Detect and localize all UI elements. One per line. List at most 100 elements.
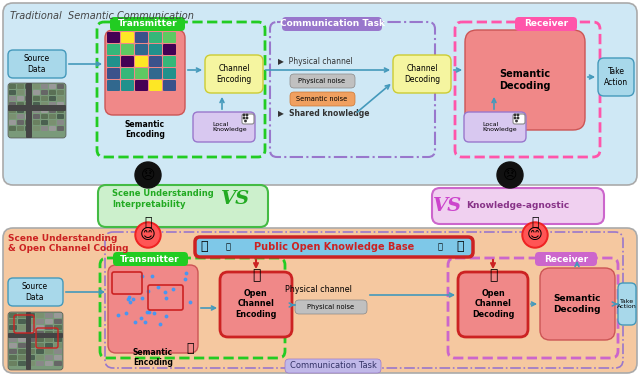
FancyBboxPatch shape <box>121 44 134 55</box>
FancyBboxPatch shape <box>26 83 32 138</box>
FancyBboxPatch shape <box>18 319 26 324</box>
FancyBboxPatch shape <box>54 325 62 330</box>
Circle shape <box>246 114 248 116</box>
FancyBboxPatch shape <box>25 114 32 119</box>
Text: 🔥: 🔥 <box>186 342 194 354</box>
FancyBboxPatch shape <box>33 126 40 131</box>
FancyBboxPatch shape <box>18 361 26 366</box>
FancyBboxPatch shape <box>25 126 32 131</box>
FancyBboxPatch shape <box>163 44 176 55</box>
Text: Physical noise: Physical noise <box>307 304 355 310</box>
FancyBboxPatch shape <box>163 56 176 67</box>
FancyBboxPatch shape <box>41 108 48 113</box>
FancyBboxPatch shape <box>36 325 44 330</box>
Text: Local
Knowledge: Local Knowledge <box>212 122 246 132</box>
Text: Semantic
Encoding: Semantic Encoding <box>125 120 165 140</box>
FancyBboxPatch shape <box>18 343 26 348</box>
FancyBboxPatch shape <box>17 114 24 119</box>
Circle shape <box>515 117 516 119</box>
Circle shape <box>516 120 517 122</box>
FancyBboxPatch shape <box>98 185 268 227</box>
FancyBboxPatch shape <box>282 17 382 31</box>
Text: Open
Channel
Decoding: Open Channel Decoding <box>472 289 514 319</box>
FancyBboxPatch shape <box>163 80 176 91</box>
Text: Semantic
Decoding: Semantic Decoding <box>499 69 551 91</box>
FancyBboxPatch shape <box>135 80 148 91</box>
FancyBboxPatch shape <box>135 56 148 67</box>
FancyBboxPatch shape <box>9 325 17 330</box>
FancyBboxPatch shape <box>33 102 40 107</box>
FancyBboxPatch shape <box>107 68 120 79</box>
Text: 🔥: 🔥 <box>456 240 464 254</box>
FancyBboxPatch shape <box>27 337 35 342</box>
FancyBboxPatch shape <box>535 252 597 266</box>
FancyBboxPatch shape <box>149 44 162 55</box>
FancyBboxPatch shape <box>149 80 162 91</box>
FancyBboxPatch shape <box>149 68 162 79</box>
FancyBboxPatch shape <box>458 272 528 337</box>
FancyBboxPatch shape <box>295 300 367 314</box>
FancyBboxPatch shape <box>49 102 56 107</box>
FancyBboxPatch shape <box>17 90 24 95</box>
FancyBboxPatch shape <box>540 268 615 340</box>
FancyBboxPatch shape <box>18 331 26 336</box>
FancyBboxPatch shape <box>49 114 56 119</box>
FancyBboxPatch shape <box>290 74 355 88</box>
Text: Scene Understanding
& Open Channel Coding: Scene Understanding & Open Channel Codin… <box>8 234 129 254</box>
FancyBboxPatch shape <box>8 278 63 306</box>
FancyBboxPatch shape <box>54 313 62 318</box>
Text: 👑: 👑 <box>531 216 539 229</box>
FancyBboxPatch shape <box>8 50 66 78</box>
Circle shape <box>497 162 523 188</box>
FancyBboxPatch shape <box>135 32 148 43</box>
FancyBboxPatch shape <box>41 90 48 95</box>
FancyBboxPatch shape <box>41 120 48 125</box>
FancyBboxPatch shape <box>25 102 32 107</box>
FancyBboxPatch shape <box>107 32 120 43</box>
Text: VS: VS <box>221 190 251 208</box>
Text: Semantic
Encoding: Semantic Encoding <box>133 348 173 368</box>
FancyBboxPatch shape <box>290 92 355 106</box>
FancyBboxPatch shape <box>27 361 35 366</box>
FancyBboxPatch shape <box>54 349 62 354</box>
FancyBboxPatch shape <box>27 313 35 318</box>
FancyBboxPatch shape <box>45 355 53 360</box>
FancyBboxPatch shape <box>513 114 525 124</box>
FancyBboxPatch shape <box>49 84 56 89</box>
Text: Local
Knowledge: Local Knowledge <box>482 122 516 132</box>
FancyBboxPatch shape <box>18 325 26 330</box>
Circle shape <box>135 162 161 188</box>
FancyBboxPatch shape <box>149 32 162 43</box>
Text: Take
Action: Take Action <box>617 298 637 309</box>
FancyBboxPatch shape <box>107 44 120 55</box>
FancyBboxPatch shape <box>36 337 44 342</box>
FancyBboxPatch shape <box>27 319 35 324</box>
FancyBboxPatch shape <box>108 265 198 353</box>
FancyBboxPatch shape <box>9 102 16 107</box>
FancyBboxPatch shape <box>121 32 134 43</box>
Circle shape <box>517 117 518 119</box>
Text: Channel
Encoding: Channel Encoding <box>216 64 252 84</box>
FancyBboxPatch shape <box>45 343 53 348</box>
Text: Physical noise: Physical noise <box>298 78 346 84</box>
FancyBboxPatch shape <box>432 188 604 224</box>
FancyBboxPatch shape <box>18 355 26 360</box>
FancyBboxPatch shape <box>121 80 134 91</box>
Text: ▶  Physical channel: ▶ Physical channel <box>278 57 353 66</box>
FancyBboxPatch shape <box>41 84 48 89</box>
Text: Take
Action: Take Action <box>604 67 628 87</box>
FancyBboxPatch shape <box>41 126 48 131</box>
Text: 👑: 👑 <box>144 216 152 229</box>
FancyBboxPatch shape <box>57 96 64 101</box>
FancyBboxPatch shape <box>193 112 255 142</box>
FancyBboxPatch shape <box>121 56 134 67</box>
Text: 😞: 😞 <box>141 168 156 182</box>
FancyBboxPatch shape <box>41 96 48 101</box>
FancyBboxPatch shape <box>242 114 254 124</box>
Text: 😊: 😊 <box>527 228 543 243</box>
FancyBboxPatch shape <box>9 126 16 131</box>
FancyBboxPatch shape <box>49 120 56 125</box>
Circle shape <box>517 114 518 116</box>
FancyBboxPatch shape <box>9 120 16 125</box>
FancyBboxPatch shape <box>54 337 62 342</box>
